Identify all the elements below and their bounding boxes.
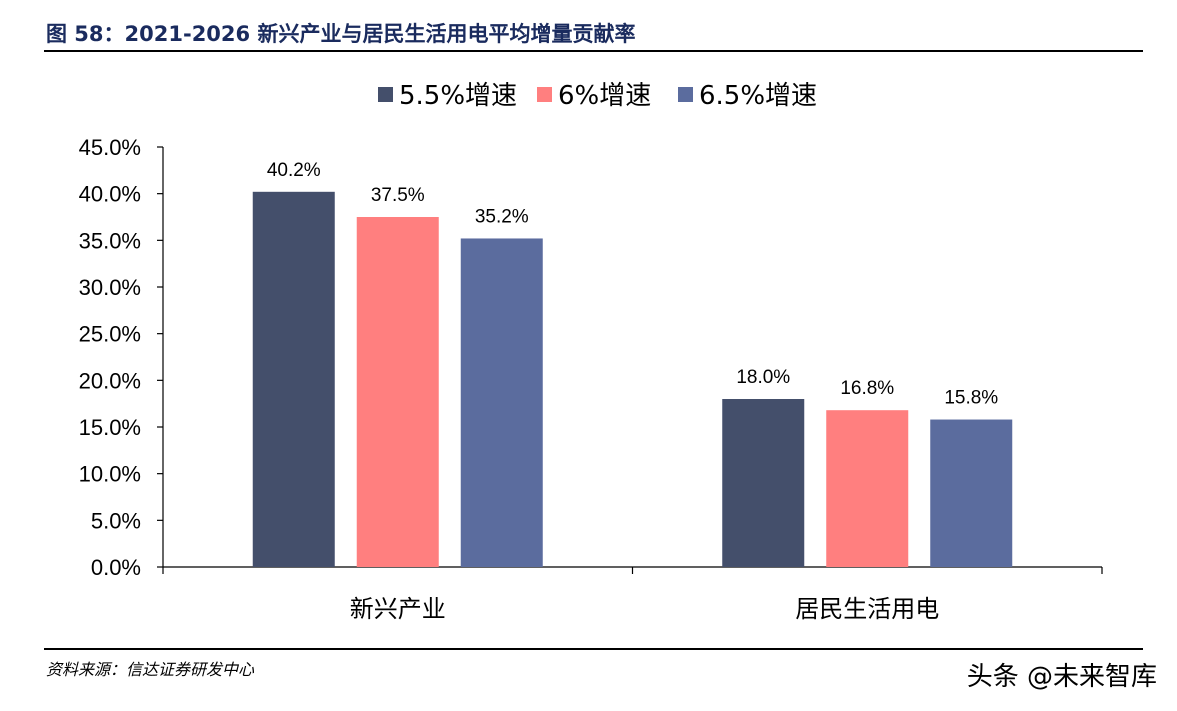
x-category-label: 新兴产业 (350, 595, 446, 623)
y-tick-label: 20.0% (79, 368, 141, 393)
data-label: 40.2% (267, 160, 321, 181)
bar (356, 217, 439, 567)
x-category-label: 居民生活用电 (795, 595, 939, 623)
bottom-rule (44, 648, 1143, 650)
figure-title: 图 58：2021-2026 新兴产业与居民生活用电平均增量贡献率 (46, 22, 636, 46)
legend-swatch (678, 87, 693, 102)
y-tick-label: 0.0% (91, 555, 141, 580)
bar (252, 191, 335, 568)
y-tick-label: 15.0% (79, 415, 141, 440)
data-label: 18.0% (736, 367, 790, 388)
y-tick-label: 25.0% (79, 322, 141, 347)
y-axis: 0.0% 5.0% 10.0% 15.0% 20.0% 25.0% 30.0% 35.0% 40… (79, 135, 164, 580)
legend-label: 5.5%增速 (399, 81, 517, 111)
top-rule (44, 50, 1143, 52)
legend-swatch (537, 87, 552, 102)
data-label: 35.2% (475, 206, 529, 227)
y-tick-label: 10.0% (79, 462, 141, 487)
source-note: 资料来源：信达证券研发中心 (46, 660, 255, 679)
data-labels: 40.2% 37.5% 35.2% 18.0% 16.8% 15.8% (267, 160, 998, 409)
y-tick-label: 40.0% (79, 182, 141, 207)
data-label: 16.8% (840, 378, 894, 399)
legend-swatch (378, 87, 393, 102)
bar (826, 410, 909, 567)
x-axis: 新兴产业 居民生活用电 (162, 566, 1103, 623)
bars (252, 191, 1013, 568)
bar (460, 238, 543, 567)
bar (930, 419, 1013, 567)
watermark: 头条 @未来智库 (966, 662, 1157, 692)
legend-label: 6.5%增速 (699, 81, 817, 111)
legend: 5.5%增速 6%增速 6.5%增速 (378, 81, 817, 111)
legend-label: 6%增速 (558, 81, 651, 111)
y-tick-label: 5.0% (91, 508, 141, 533)
y-tick-label: 45.0% (79, 135, 141, 160)
y-tick-label: 35.0% (79, 228, 141, 253)
bar (722, 399, 805, 567)
data-label: 15.8% (944, 388, 998, 409)
data-label: 37.5% (371, 185, 425, 206)
y-tick-label: 30.0% (79, 275, 141, 300)
